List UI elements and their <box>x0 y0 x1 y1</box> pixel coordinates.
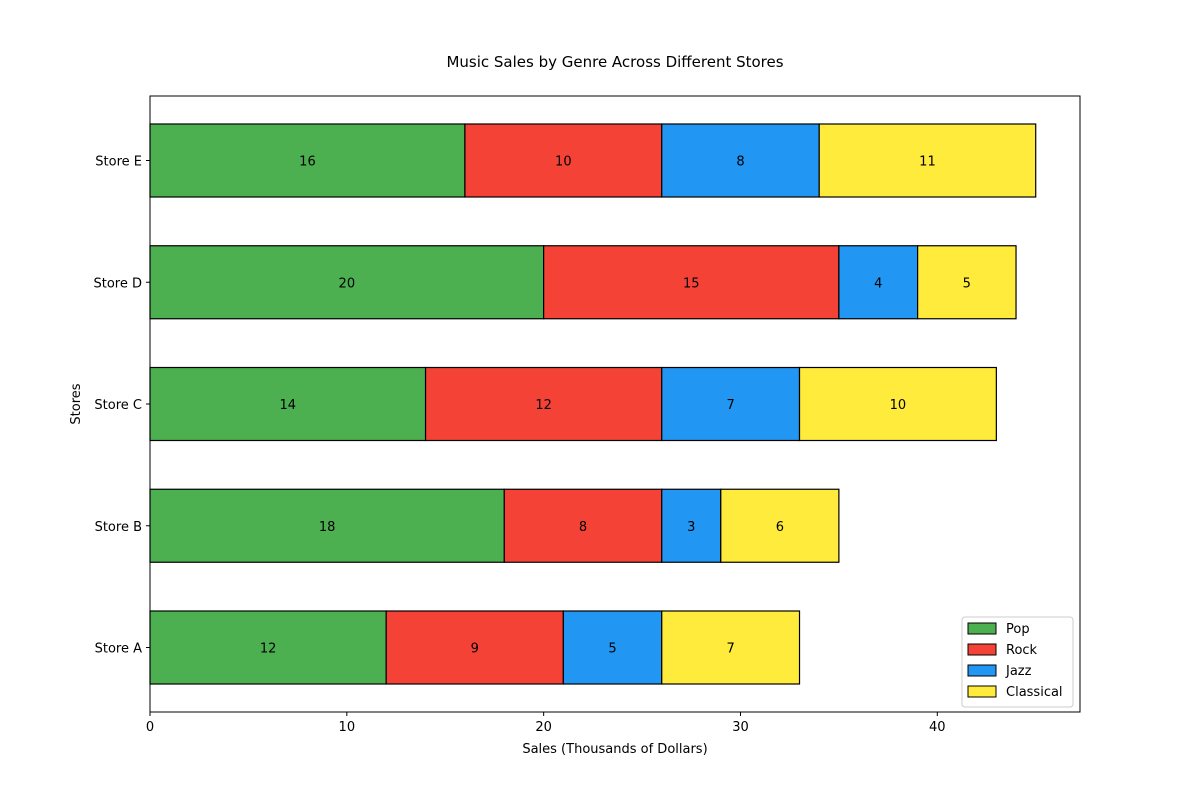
legend-box <box>961 616 1074 708</box>
bar-value-label: 11 <box>919 155 936 170</box>
legend-swatch <box>967 643 997 656</box>
bar-value-label: 7 <box>726 642 734 657</box>
legend-swatch <box>967 685 997 698</box>
bar-value-label: 10 <box>890 398 907 413</box>
bar-value-label: 20 <box>339 276 356 291</box>
y-axis-label: Stores <box>69 383 84 424</box>
bar-value-label: 12 <box>535 398 552 413</box>
bar-value-label: 5 <box>963 276 971 291</box>
bar-classical-store-c <box>798 366 997 442</box>
x-axis-label: Sales (Thousands of Dollars) <box>522 742 707 757</box>
bar-value-label: 8 <box>579 520 587 535</box>
plot-area: 12 9 5 7 Store A 18 8 3 6 Store B 14 12 7 10 Store C 20… <box>93 95 1081 735</box>
x-tick-label: 30 <box>732 720 749 735</box>
bar-rock-store-e <box>464 123 663 198</box>
bar-value-label: 16 <box>299 155 316 170</box>
bar-value-label: 15 <box>683 276 700 291</box>
bar-jazz-store-b <box>661 488 722 563</box>
bar-classical-store-d <box>917 245 1017 320</box>
bar-pop-store-a <box>149 610 387 685</box>
legend-label: Rock <box>1006 643 1038 658</box>
chart-title: Music Sales by Genre Across Different St… <box>446 53 783 71</box>
x-tick-label: 0 <box>146 720 154 735</box>
legend-swatch <box>967 622 997 635</box>
x-tick-label: 40 <box>929 720 946 735</box>
bar-value-label: 9 <box>471 642 479 657</box>
bar-pop-store-d <box>149 245 545 320</box>
bar-value-label: 7 <box>726 398 734 413</box>
legend-label: Jazz <box>1005 664 1032 679</box>
bar-classical-store-b <box>720 488 840 563</box>
bar-value-label: 8 <box>736 155 744 170</box>
legend: Pop Rock Jazz Classical <box>961 616 1074 708</box>
bar-rock-store-c <box>424 366 663 442</box>
bar-jazz-store-d <box>838 245 919 320</box>
x-tick-label: 20 <box>535 720 552 735</box>
bar-value-label: 12 <box>260 642 277 657</box>
bar-jazz-store-e <box>661 123 820 198</box>
bar-value-label: 10 <box>555 155 572 170</box>
legend-label: Pop <box>1006 622 1030 637</box>
bar-rock-store-d <box>543 245 840 320</box>
legend-swatch <box>967 664 997 677</box>
bar-jazz-store-a <box>562 610 663 685</box>
y-tick-label: Store E <box>95 155 142 170</box>
y-tick-label: Store A <box>95 642 142 657</box>
bar-value-label: 6 <box>776 520 784 535</box>
bar-classical-store-e <box>818 123 1037 198</box>
bar-value-label: 18 <box>319 520 336 535</box>
x-tick-label: 10 <box>339 720 356 735</box>
bar-jazz-store-c <box>661 366 801 442</box>
bar-value-label: 5 <box>608 642 616 657</box>
bar-pop-store-e <box>149 123 466 198</box>
y-tick-label: Store C <box>94 398 142 413</box>
bar-value-label: 4 <box>874 276 882 291</box>
bar-pop-store-c <box>149 366 427 442</box>
legend-label: Classical <box>1006 685 1063 700</box>
bar-classical-store-a <box>661 610 801 685</box>
bar-value-label: 3 <box>687 520 695 535</box>
y-tick-label: Store D <box>93 276 142 291</box>
bar-value-label: 14 <box>280 398 297 413</box>
y-tick-label: Store B <box>95 520 142 535</box>
